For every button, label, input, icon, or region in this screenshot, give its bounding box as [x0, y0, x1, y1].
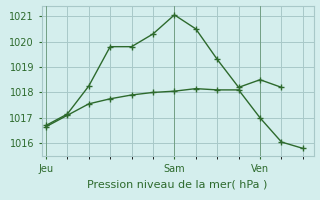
X-axis label: Pression niveau de la mer( hPa ): Pression niveau de la mer( hPa ): [87, 179, 268, 189]
